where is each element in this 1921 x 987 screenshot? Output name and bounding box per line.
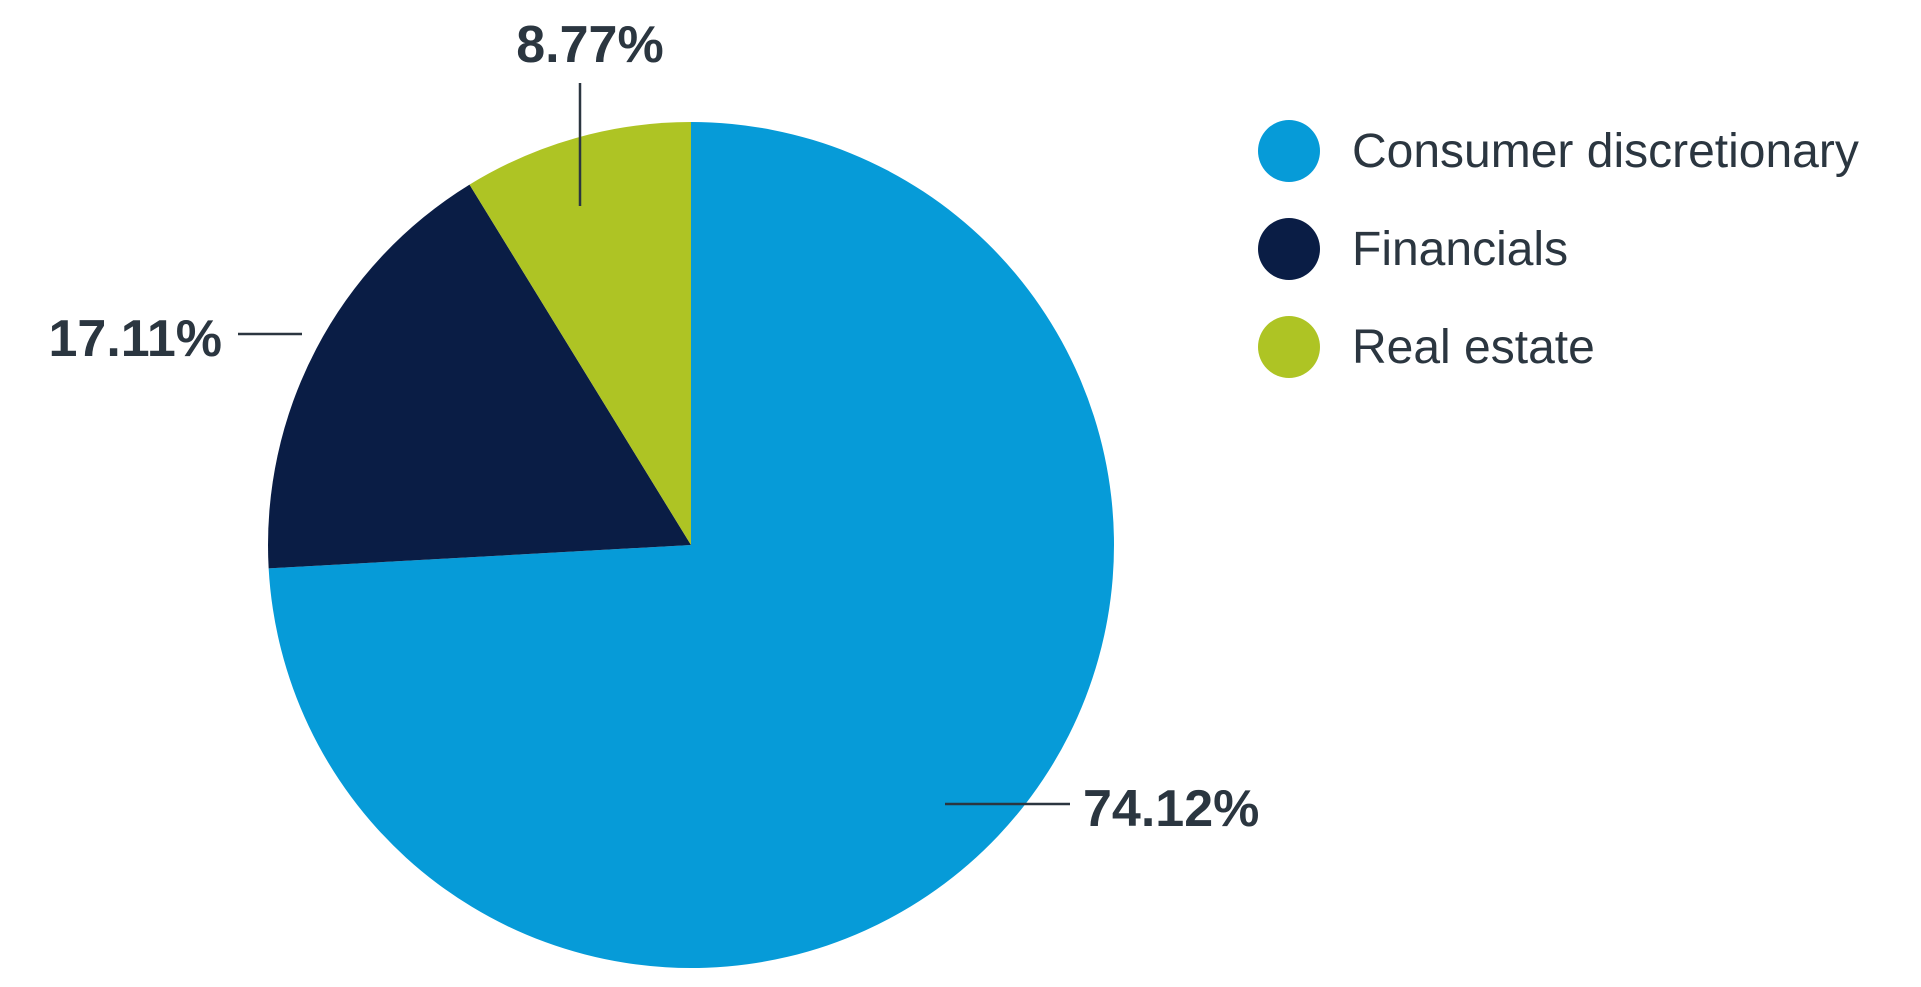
legend-label: Consumer discretionary — [1352, 124, 1859, 178]
legend-label: Real estate — [1352, 320, 1595, 374]
legend-swatch-financials — [1258, 218, 1320, 280]
legend-swatch-real-estate — [1258, 316, 1320, 378]
pie-slice-financials — [268, 184, 691, 569]
chart-legend: Consumer discretionary Financials Real e… — [1258, 120, 1859, 414]
legend-item-real-estate: Real estate — [1258, 316, 1859, 378]
leader-lines — [238, 83, 1070, 806]
data-label-consumer-discretionary: 74.12% — [1083, 780, 1259, 838]
data-labels: 74.12% 17.11% 8.77% — [49, 16, 1260, 838]
data-label-financials: 17.11% — [49, 310, 223, 368]
legend-item-consumer-discretionary: Consumer discretionary — [1258, 120, 1859, 182]
pie-slice-real-estate — [469, 122, 691, 545]
pie-slices — [268, 122, 1115, 968]
legend-swatch-consumer-discretionary — [1258, 120, 1320, 182]
legend-item-financials: Financials — [1258, 218, 1859, 280]
legend-label: Financials — [1352, 222, 1569, 276]
pie-slice-consumer-discretionary — [268, 122, 1115, 968]
data-label-real-estate: 8.77% — [516, 16, 663, 74]
